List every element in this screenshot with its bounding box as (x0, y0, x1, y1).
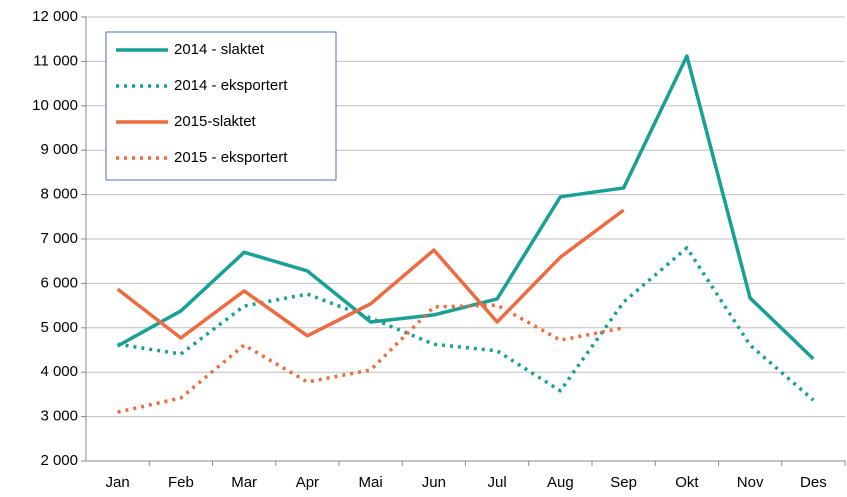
y-tick-label: 10 000 (32, 97, 78, 114)
series-line (116, 54, 815, 361)
x-tick-label: Jan (106, 474, 130, 491)
y-tick-label: 9 000 (40, 141, 78, 158)
x-tick-label: Nov (737, 474, 764, 491)
y-tick-label: 5 000 (40, 319, 78, 336)
y-tick-label: 7 000 (40, 230, 78, 247)
y-tick-label: 11 000 (33, 52, 78, 69)
y-tick-label: 8 000 (40, 186, 78, 203)
x-tick-label: Des (800, 474, 827, 491)
x-tick-label: Apr (296, 474, 319, 491)
y-tick-label: 3 000 (40, 408, 78, 425)
x-tick-label: Jun (422, 474, 446, 491)
legend-label: 2015 - eksportert (174, 149, 288, 166)
x-tick-label: Okt (675, 474, 699, 491)
legend-label: 2014 - eksportert (174, 77, 288, 94)
y-tick-label: 4 000 (40, 363, 78, 380)
x-tick-label: Aug (547, 474, 574, 491)
y-tick-label: 12 000 (32, 8, 78, 25)
x-tick-label: Mar (231, 474, 257, 491)
legend-box (105, 31, 337, 181)
y-tick-label: 6 000 (40, 274, 78, 291)
x-tick-label: Jul (488, 474, 507, 491)
series-line (116, 208, 625, 340)
x-tick-label: Feb (168, 474, 194, 491)
x-tick-label: Sep (610, 474, 637, 491)
legend-label: 2014 - slaktet (174, 41, 265, 58)
legend-label: 2015-slaktet (174, 113, 257, 130)
x-tick-label: Mai (359, 474, 383, 491)
series-line (117, 246, 815, 402)
y-tick-label: 2 000 (40, 452, 78, 469)
